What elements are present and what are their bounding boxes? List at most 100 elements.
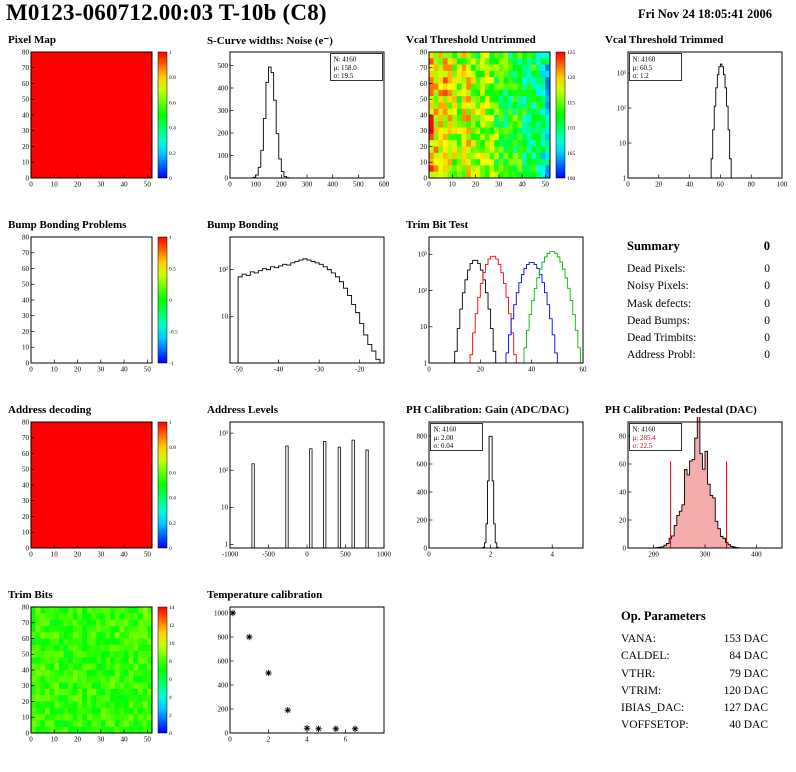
address-decoding-chart: 1 0.8 0.6 0.4 0.2 0 0 10 20 30 40 50 0 10 20 30 40 50 60 70… <box>2 417 199 570</box>
svg-text:50: 50 <box>144 736 152 744</box>
svg-text:40: 40 <box>22 666 30 674</box>
svg-text:0: 0 <box>169 176 172 182</box>
svg-text:0: 0 <box>424 174 428 182</box>
summary-row-value: 0 <box>764 263 770 275</box>
svg-text:20: 20 <box>74 551 82 559</box>
svg-text:μ: 158.0: μ: 158.0 <box>334 64 358 72</box>
svg-text:σ: 19.5: σ: 19.5 <box>334 72 354 80</box>
svg-text:30: 30 <box>22 312 30 320</box>
svg-text:80: 80 <box>22 48 30 56</box>
svg-text:30: 30 <box>22 497 30 505</box>
plot-title-ph-pedestal: PH Calibration: Pedestal (DAC) <box>605 404 757 416</box>
svg-text:10: 10 <box>51 181 59 189</box>
svg-text:10: 10 <box>22 159 30 167</box>
svg-text:10²: 10² <box>418 287 427 295</box>
svg-text:20: 20 <box>655 181 663 189</box>
panel-address-decoding: Address decoding 1 0.8 0.6 0.4 0.2 0 0 10 20 30 40… <box>0 402 199 587</box>
svg-text:0: 0 <box>427 551 431 559</box>
svg-text:600: 600 <box>379 181 390 189</box>
svg-text:600: 600 <box>417 460 428 468</box>
op-param-row: VTHR: 79 DAC <box>621 666 768 683</box>
svg-text:0.2: 0.2 <box>169 521 176 527</box>
svg-text:10²: 10² <box>617 104 626 112</box>
svg-text:30: 30 <box>22 682 30 690</box>
svg-text:300: 300 <box>302 181 313 189</box>
svg-text:60: 60 <box>22 635 30 643</box>
svg-text:2: 2 <box>489 551 493 559</box>
svg-text:100: 100 <box>777 181 788 189</box>
plots-grid: Pixel Map 1 0.8 0.6 0.4 0.2 0 0 10 20 30 40 50 0 10 20… <box>0 32 796 772</box>
op-param-value: 79 DAC <box>729 667 768 680</box>
panel-trim-bit-test: Trim Bit Test 0 20 40 60 1 10 10² 10³ <box>398 217 597 402</box>
svg-text:20: 20 <box>420 143 428 151</box>
svg-text:0: 0 <box>225 174 229 182</box>
summary-row-label: Address Probl: <box>627 349 696 362</box>
svg-text:80: 80 <box>748 181 756 189</box>
vcal-trimmed-chart: 0 20 40 60 80 100 1 10 10² 10³ N: 4160 μ: 60.5 σ: 1.… <box>599 47 796 200</box>
svg-text:0.4: 0.4 <box>169 126 176 132</box>
svg-text:20: 20 <box>477 366 485 374</box>
svg-text:10: 10 <box>22 714 30 722</box>
svg-text:1: 1 <box>225 541 229 549</box>
svg-text:60: 60 <box>420 80 428 88</box>
panel-trim-bits: Trim Bits 14 12 10 8 6 4 2 0 0 10 20 30 40 50 0 10 20 30 4… <box>0 587 199 772</box>
svg-text:14: 14 <box>169 605 175 611</box>
summary-row-value: 0 <box>764 297 770 310</box>
svg-text:0: 0 <box>29 551 33 559</box>
svg-text:40: 40 <box>619 488 627 496</box>
svg-text:10³: 10³ <box>418 251 427 259</box>
panel-bump-bonding: Bump Bonding -50 -40 -30 -20 10 10² <box>199 217 398 402</box>
temperature-chart: 0 2 4 6 0 200 400 600 800 1000 <box>201 602 398 755</box>
svg-text:70: 70 <box>22 619 30 627</box>
svg-text:0: 0 <box>427 181 431 189</box>
svg-text:60: 60 <box>22 80 30 88</box>
svg-text:80: 80 <box>22 603 30 611</box>
svg-text:0: 0 <box>626 181 630 189</box>
address-levels-canvas: -1000 -500 0 500 1000 1 10 10² 10³ <box>219 421 392 559</box>
svg-text:N: 4160: N: 4160 <box>633 426 656 434</box>
plot-title-scurve-noise: S-Curve widths: Noise (e⁻) <box>207 35 333 47</box>
svg-text:40: 40 <box>519 181 527 189</box>
svg-text:μ: 2.00: μ: 2.00 <box>434 434 454 442</box>
svg-text:40: 40 <box>121 366 129 374</box>
svg-text:10: 10 <box>420 323 428 331</box>
scurve-noise-chart: 0 100 200 300 400 500 600 0 100 200 300 400 500 N: 41… <box>201 47 398 200</box>
summary-row: Dead Pixels: 0 <box>627 261 770 278</box>
svg-text:4: 4 <box>550 551 554 559</box>
svg-text:σ: 22.5: σ: 22.5 <box>633 442 653 450</box>
plot-title-trim-bits: Trim Bits <box>8 589 53 601</box>
svg-text:50: 50 <box>542 181 550 189</box>
svg-text:20: 20 <box>22 698 30 706</box>
panel-ph-pedestal: PH Calibration: Pedestal (DAC) 200 300 400… <box>597 402 796 587</box>
svg-text:0.2: 0.2 <box>169 151 176 157</box>
svg-text:40: 40 <box>121 736 129 744</box>
pixel-map-chart: 1 0.8 0.6 0.4 0.2 0 0 10 20 30 40 50 0 10 20 30 40 50 60 70… <box>2 47 199 200</box>
svg-text:50: 50 <box>22 281 30 289</box>
svg-text:50: 50 <box>22 651 30 659</box>
svg-text:0: 0 <box>623 544 627 552</box>
op-param-value: 120 DAC <box>723 684 768 697</box>
plot-title-address-decoding: Address decoding <box>8 404 92 416</box>
svg-text:20: 20 <box>74 736 82 744</box>
summary-row-label: Dead Bumps: <box>627 314 690 327</box>
panel-temperature: Temperature calibration 0 2 4 6 0 200 400 600 80… <box>199 587 398 772</box>
svg-text:-40: -40 <box>274 366 284 374</box>
svg-text:10: 10 <box>51 736 59 744</box>
svg-text:40: 40 <box>121 551 129 559</box>
svg-text:10: 10 <box>619 139 627 147</box>
summary-row: Dead Bumps: 0 <box>627 313 770 330</box>
svg-text:100: 100 <box>218 152 229 160</box>
scurve-noise-canvas: 0 100 200 300 400 500 600 0 100 200 300 400 500 N: 41… <box>218 51 390 189</box>
svg-text:0: 0 <box>29 736 33 744</box>
svg-text:50: 50 <box>22 466 30 474</box>
pixel-map-canvas: 10.80.60.40.200 10 20 30 40 50010203040506070… <box>22 48 176 189</box>
svg-text:10: 10 <box>51 366 59 374</box>
svg-text:40: 40 <box>121 181 129 189</box>
plot-title-vcal-untrimmed: Vcal Threshold Untrimmed <box>406 34 536 46</box>
summary-row-label: Dead Pixels: <box>627 263 686 275</box>
svg-text:80: 80 <box>22 233 30 241</box>
plot-title-temperature: Temperature calibration <box>207 589 323 601</box>
op-parameters-title: Op. Parameters <box>621 609 706 623</box>
temperature-calibration-canvas: 0 2 4 6 0 200 400 600 800 1000 <box>214 606 385 744</box>
